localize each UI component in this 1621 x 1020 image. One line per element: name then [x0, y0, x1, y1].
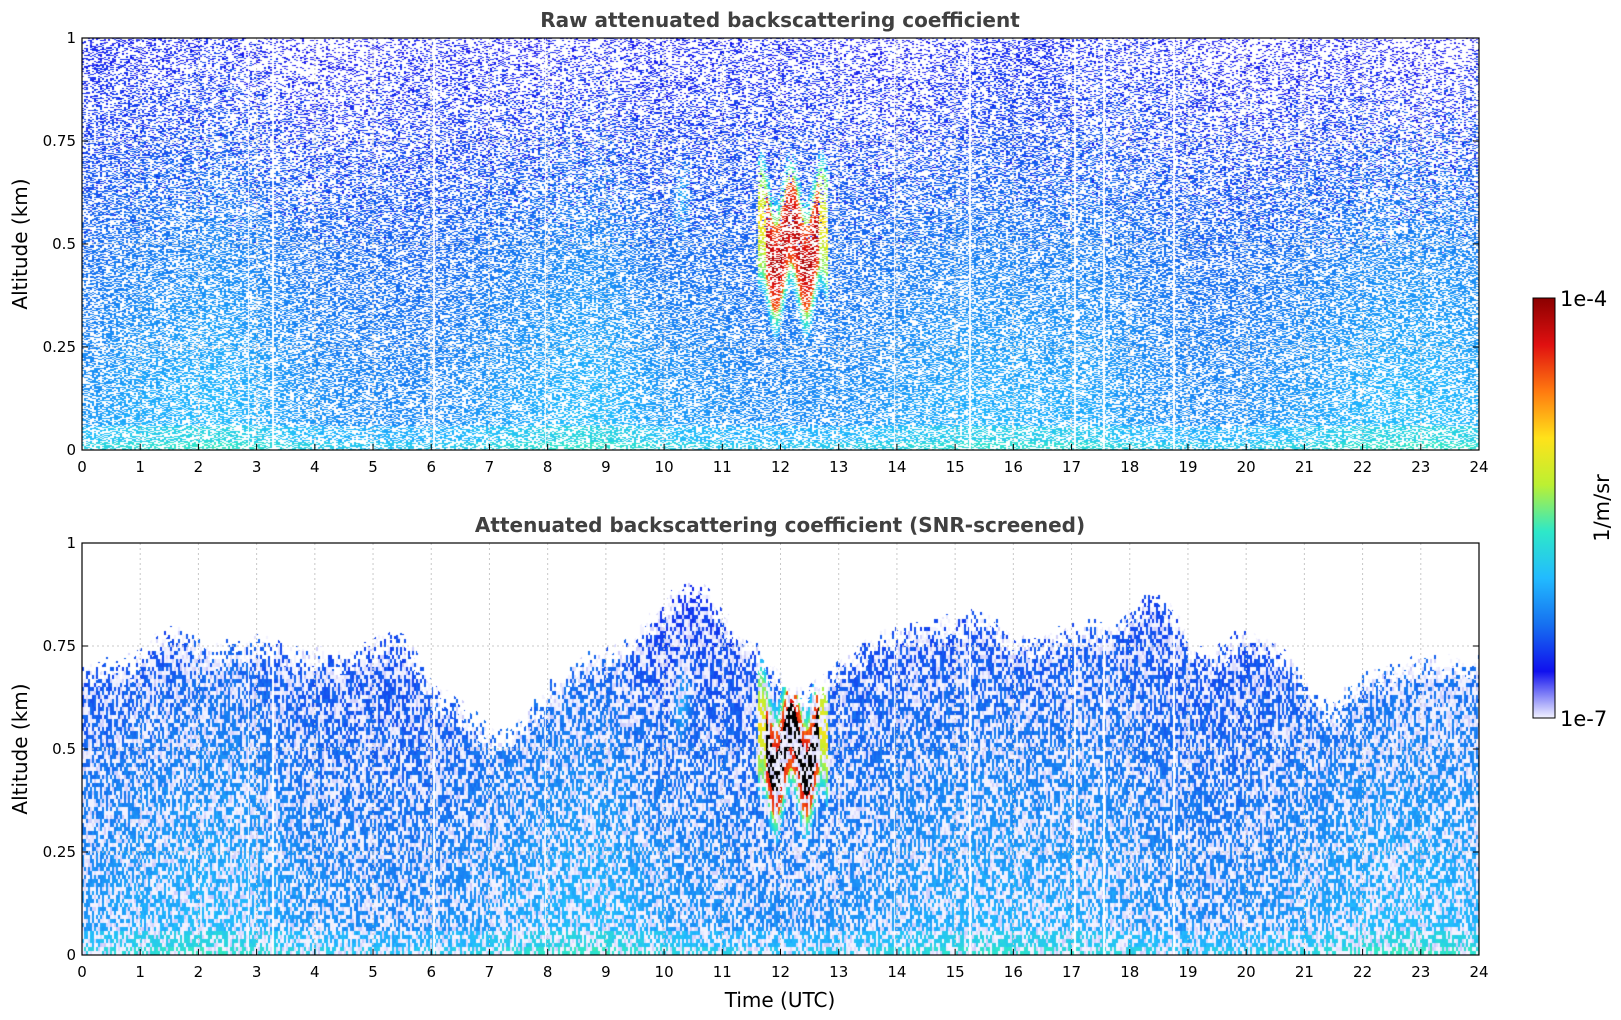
x-axis-ticks: 0 1 2 3 4 5 6 7 8 9 10 11 12 13 14 15 16 17 18 19 20 21 22 23 24: [77, 949, 1489, 981]
x-tick-label: 2: [194, 458, 204, 476]
colorbar-min-label: 1e-7: [1560, 707, 1607, 731]
y-tick-label: 0.75: [43, 637, 76, 655]
y-tick-label: 0.5: [52, 740, 76, 758]
x-tick-label: 11: [713, 963, 732, 981]
x-tick-label: 5: [368, 963, 378, 981]
x-axis-ticks: 0 1 2 3 4 5 6 7 8 9 10 11 12 13 14 15 16 17 18 19 20 21 22 23 24: [77, 444, 1489, 476]
grid-lines: [82, 543, 1479, 955]
x-tick-label: 17: [1062, 963, 1081, 981]
x-tick-label: 14: [887, 963, 906, 981]
x-tick-label: 0: [77, 458, 87, 476]
x-tick-label: 19: [1178, 963, 1197, 981]
x-tick-label: 18: [1120, 458, 1139, 476]
x-tick-label: 6: [426, 458, 436, 476]
x-tick-label: 16: [1004, 963, 1023, 981]
x-tick-label: 13: [829, 963, 848, 981]
screened-backscatter-panel: Attenuated backscattering coefficient (S…: [8, 513, 1489, 1012]
y-tick-label: 0.75: [43, 132, 76, 150]
x-tick-label: 19: [1178, 458, 1197, 476]
y-tick-label: 1: [66, 29, 76, 47]
y-tick-label: 0.25: [43, 843, 76, 861]
x-tick-label: 17: [1062, 458, 1081, 476]
x-tick-label: 13: [829, 458, 848, 476]
x-tick-label: 9: [601, 458, 611, 476]
x-tick-label: 21: [1295, 458, 1314, 476]
x-tick-label: 10: [655, 963, 674, 981]
x-tick-label: 22: [1353, 458, 1372, 476]
x-tick-label: 2: [194, 963, 204, 981]
colorbar-max-label: 1e-4: [1560, 287, 1607, 311]
x-tick-label: 24: [1469, 963, 1488, 981]
panel-title: Attenuated backscattering coefficient (S…: [475, 513, 1085, 537]
x-tick-label: 5: [368, 458, 378, 476]
y-tick-label: 1: [66, 534, 76, 552]
y-tick-label: 0.5: [52, 235, 76, 253]
grid-lines: [82, 38, 1479, 450]
x-tick-label: 4: [310, 963, 320, 981]
x-tick-label: 1: [135, 963, 145, 981]
colorbar: 1e-4 1e-7 1/m/sr: [1532, 287, 1614, 731]
y-tick-label: 0: [66, 946, 76, 964]
x-tick-label: 10: [655, 458, 674, 476]
x-tick-label: 24: [1469, 458, 1488, 476]
x-tick-label: 18: [1120, 963, 1139, 981]
x-tick-label: 16: [1004, 458, 1023, 476]
x-tick-label: 22: [1353, 963, 1372, 981]
y-axis-label: Altitude (km): [8, 683, 32, 814]
x-tick-label: 23: [1411, 458, 1430, 476]
x-tick-label: 21: [1295, 963, 1314, 981]
x-tick-label: 12: [771, 963, 790, 981]
x-tick-label: 3: [252, 458, 262, 476]
x-axis-label: Time (UTC): [724, 988, 836, 1012]
y-tick-label: 0: [66, 441, 76, 459]
x-tick-label: 20: [1237, 458, 1256, 476]
x-tick-label: 8: [543, 963, 553, 981]
y-tick-label: 0.25: [43, 338, 76, 356]
x-tick-label: 0: [77, 963, 87, 981]
x-tick-label: 9: [601, 963, 611, 981]
x-tick-label: 8: [543, 458, 553, 476]
x-tick-label: 14: [887, 458, 906, 476]
x-tick-label: 12: [771, 458, 790, 476]
x-tick-label: 23: [1411, 963, 1430, 981]
x-tick-label: 4: [310, 458, 320, 476]
panel-title: Raw attenuated backscattering coefficien…: [540, 8, 1020, 32]
x-tick-label: 6: [426, 963, 436, 981]
x-tick-label: 11: [713, 458, 732, 476]
x-tick-label: 7: [485, 458, 495, 476]
x-tick-label: 1: [135, 458, 145, 476]
x-tick-label: 15: [946, 963, 965, 981]
x-tick-label: 7: [485, 963, 495, 981]
x-tick-label: 20: [1237, 963, 1256, 981]
raw-backscatter-panel: Raw attenuated backscattering coefficien…: [8, 8, 1489, 476]
x-tick-label: 15: [946, 458, 965, 476]
y-axis-ticks: 0 0.25 0.5 0.75 1: [43, 29, 1479, 459]
y-axis-ticks: 0 0.25 0.5 0.75 1: [43, 534, 1479, 964]
x-tick-label: 3: [252, 963, 262, 981]
colorbar-bar: [1532, 297, 1556, 719]
colorbar-unit-label: 1/m/sr: [1590, 474, 1614, 542]
y-axis-label: Altitude (km): [8, 178, 32, 309]
